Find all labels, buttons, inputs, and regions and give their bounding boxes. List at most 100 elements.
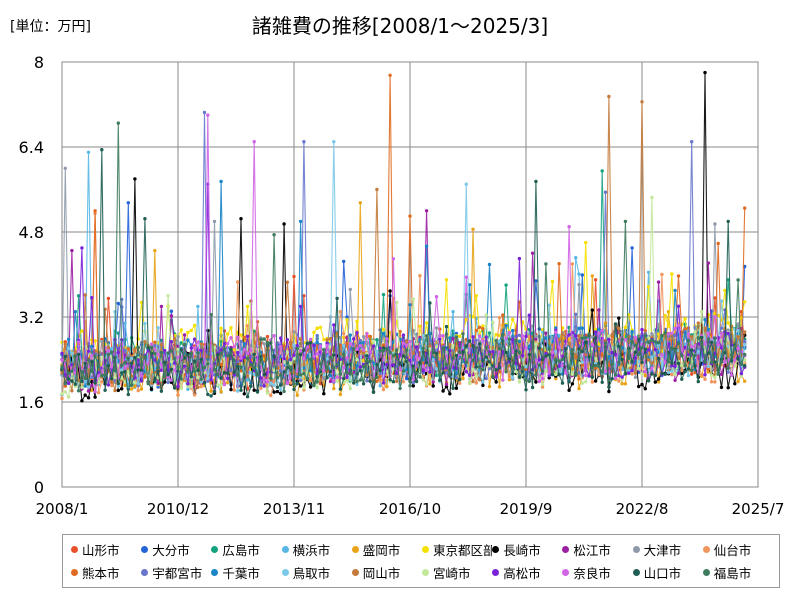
data-point: [133, 355, 137, 360]
data-point: [511, 337, 515, 341]
data-point: [504, 323, 508, 328]
data-point: [690, 372, 694, 376]
data-point: [617, 379, 621, 383]
data-point: [395, 371, 399, 376]
data-point: [736, 379, 740, 384]
data-point: [454, 386, 459, 390]
data-point: [421, 333, 425, 338]
data-point: [680, 368, 684, 373]
data-point: [418, 274, 422, 278]
data-point: [342, 352, 346, 356]
data-point: [66, 381, 71, 386]
data-point: [554, 349, 558, 354]
legend-label: 山口市: [643, 566, 682, 581]
data-point: [676, 361, 681, 366]
data-point: [424, 334, 429, 338]
data-point: [262, 378, 266, 382]
data-point: [398, 352, 402, 357]
data-point: [633, 371, 638, 375]
data-point: [577, 371, 581, 375]
data-point: [405, 339, 409, 343]
data-point: [156, 326, 160, 330]
data-point: [332, 366, 336, 370]
data-point: [468, 381, 472, 385]
data-point: [163, 374, 167, 378]
legend-marker: [211, 546, 219, 553]
data-point: [342, 259, 346, 264]
legend-item: 横浜市: [281, 538, 352, 561]
data-point: [66, 395, 71, 399]
data-point: [511, 372, 515, 376]
data-point: [202, 365, 207, 370]
data-point: [189, 385, 193, 389]
data-point: [169, 349, 174, 353]
data-point: [289, 342, 293, 346]
data-point: [570, 372, 575, 376]
data-point: [723, 339, 727, 343]
data-point: [279, 368, 283, 373]
data-point: [259, 354, 263, 358]
data-point: [550, 279, 555, 284]
data-point: [517, 333, 522, 337]
data-point: [80, 246, 84, 250]
data-point: [302, 357, 306, 361]
data-point: [494, 368, 498, 372]
data-point: [126, 201, 130, 205]
data-point: [729, 373, 734, 377]
data-point: [308, 337, 313, 341]
data-point: [76, 389, 81, 393]
data-point: [673, 348, 677, 353]
data-point: [448, 392, 452, 396]
data-point: [584, 373, 588, 378]
data-point: [302, 348, 306, 352]
data-point: [670, 361, 674, 365]
data-point: [411, 377, 415, 381]
data-point: [411, 351, 415, 356]
data-point: [438, 378, 442, 382]
data-point: [348, 287, 352, 292]
data-point: [514, 338, 518, 343]
data-point: [126, 392, 130, 397]
data-point: [173, 386, 177, 390]
data-point: [229, 387, 233, 392]
data-point: [534, 334, 538, 338]
data-point: [613, 373, 618, 377]
data-point: [86, 150, 91, 154]
data-point: [196, 340, 200, 344]
data-point: [123, 366, 127, 370]
data-point: [381, 381, 386, 385]
data-point: [501, 378, 505, 382]
data-point: [179, 348, 183, 352]
data-point: [434, 355, 439, 360]
data-point: [245, 351, 250, 355]
data-point: [660, 345, 664, 349]
data-point: [365, 359, 369, 363]
data-point: [464, 370, 468, 374]
data-point: [613, 376, 618, 380]
data-point: [504, 336, 508, 340]
data-point: [530, 385, 535, 390]
data-point: [501, 333, 505, 337]
data-point: [468, 339, 472, 343]
data-point: [229, 351, 233, 355]
data-point: [700, 310, 704, 314]
data-point: [570, 262, 575, 266]
legend-marker: [702, 569, 710, 576]
data-point: [418, 375, 422, 379]
x-tick-label: 2019/9: [500, 500, 553, 518]
data-point: [444, 354, 449, 359]
data-point: [683, 345, 687, 350]
data-point: [212, 373, 217, 377]
legend-label: 福島市: [713, 566, 752, 581]
data-point: [716, 343, 720, 347]
data-point: [110, 377, 114, 381]
data-point: [414, 379, 419, 384]
data-point: [497, 316, 502, 320]
data-point: [623, 372, 628, 376]
data-point: [401, 341, 406, 345]
data-point: [262, 384, 266, 388]
data-point: [209, 394, 213, 398]
data-point: [577, 272, 581, 276]
data-point: [295, 393, 299, 397]
data-point: [199, 342, 203, 346]
